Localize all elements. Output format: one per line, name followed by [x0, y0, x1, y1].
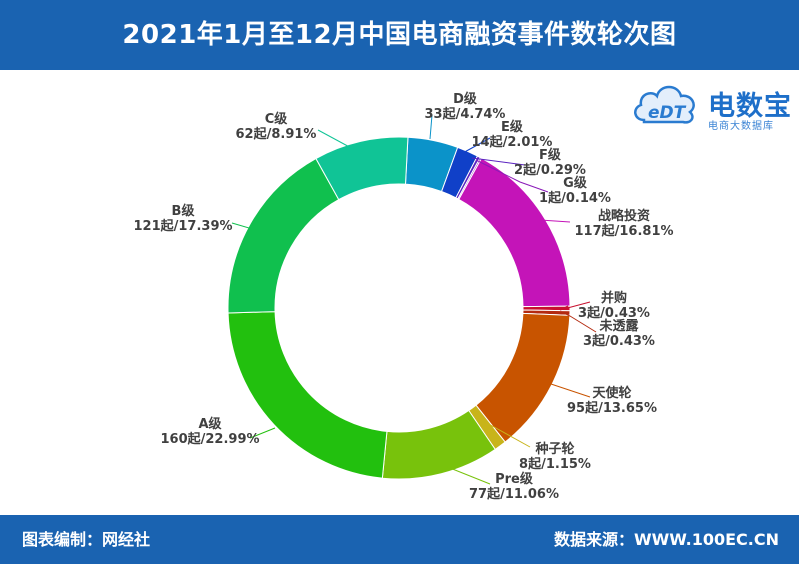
slice-label-value-9: 77起/11.06% [469, 486, 559, 502]
leader-line-12 [317, 129, 356, 151]
leader-line-6 [565, 313, 597, 333]
slice-label-value-8: 8起/1.15% [519, 456, 591, 472]
slice-label-value-7: 95起/13.65% [567, 400, 657, 416]
slice-label-value-11: 121起/17.39% [133, 218, 232, 234]
footer-compiler: 图表编制：网经社 [22, 530, 151, 549]
slice-label-value-3: 1起/0.14% [539, 190, 611, 206]
leader-line-11 [231, 222, 257, 231]
slice-label-name-12: C级 [265, 111, 289, 127]
slice-label-name-1: E级 [501, 119, 524, 135]
slice-label-value-2: 2起/0.29% [514, 162, 586, 178]
cloud-logo-icon: eDT [634, 85, 695, 124]
header-bar: 2021年1月至12月中国电商融资事件数轮次图 [0, 0, 799, 70]
slice-label-name-4: 战略投资 [598, 208, 650, 224]
slice-label-name-8: 种子轮 [534, 441, 574, 457]
logo-subtitle: 电商大数据库 [708, 121, 774, 132]
leader-line-10 [249, 427, 276, 439]
logo-brand-name: 电数宝 [708, 91, 792, 122]
slice-labels: D级33起/4.74%E级14起/2.01%F级2起/0.29%G级1起/0.1… [133, 91, 673, 502]
leader-line-9 [444, 465, 491, 485]
slice-label-name-5: 并购 [601, 290, 627, 306]
slice-label-value-10: 160起/22.99% [160, 431, 259, 447]
slice-label-name-10: A级 [198, 416, 222, 432]
slice-label-name-2: F级 [539, 147, 562, 163]
slice-label-value-0: 33起/4.74% [425, 106, 506, 122]
leader-line-4 [539, 219, 571, 223]
leader-line-5 [559, 301, 591, 311]
leader-line-2 [471, 157, 526, 166]
label-leader-lines [231, 114, 597, 485]
slice-label-name-9: Pre级 [495, 471, 534, 487]
slice-label-value-4: 117起/16.81% [574, 223, 673, 239]
slice-label-name-3: G级 [563, 175, 588, 191]
slice-label-value-1: 14起/2.01% [472, 134, 553, 150]
slice-12 [315, 136, 409, 201]
slice-label-name-6: 未透露 [598, 318, 639, 334]
logo-mark-text: eDT [648, 103, 687, 123]
footer-bar: 图表编制：网经社 数据来源：WWW.100EC.CN [0, 515, 799, 564]
leader-line-8 [484, 421, 531, 448]
donut-chart: D级33起/4.74%E级14起/2.01%F级2起/0.29%G级1起/0.1… [133, 91, 673, 502]
leader-line-3 [475, 159, 549, 193]
slice-11 [227, 157, 340, 314]
slice-label-value-5: 3起/0.43% [578, 305, 650, 321]
slice-4 [458, 157, 571, 308]
leader-line-7 [544, 381, 591, 398]
slice-label-name-11: B级 [172, 203, 196, 219]
leader-line-1 [460, 137, 491, 155]
slice-10 [227, 311, 388, 479]
leader-line-0 [429, 114, 433, 140]
slice-label-name-0: D级 [453, 91, 478, 107]
footer-source: 数据来源：WWW.100EC.CN [553, 530, 779, 549]
chart-title: 2021年1月至12月中国电商融资事件数轮次图 [122, 20, 677, 50]
slice-label-value-12: 62起/8.91% [236, 126, 317, 142]
slice-label-value-6: 3起/0.43% [583, 333, 655, 349]
slice-label-name-7: 天使轮 [592, 385, 631, 401]
donut-slices [227, 136, 571, 480]
brand-logo: eDT 电数宝 电商大数据库 [630, 72, 795, 134]
